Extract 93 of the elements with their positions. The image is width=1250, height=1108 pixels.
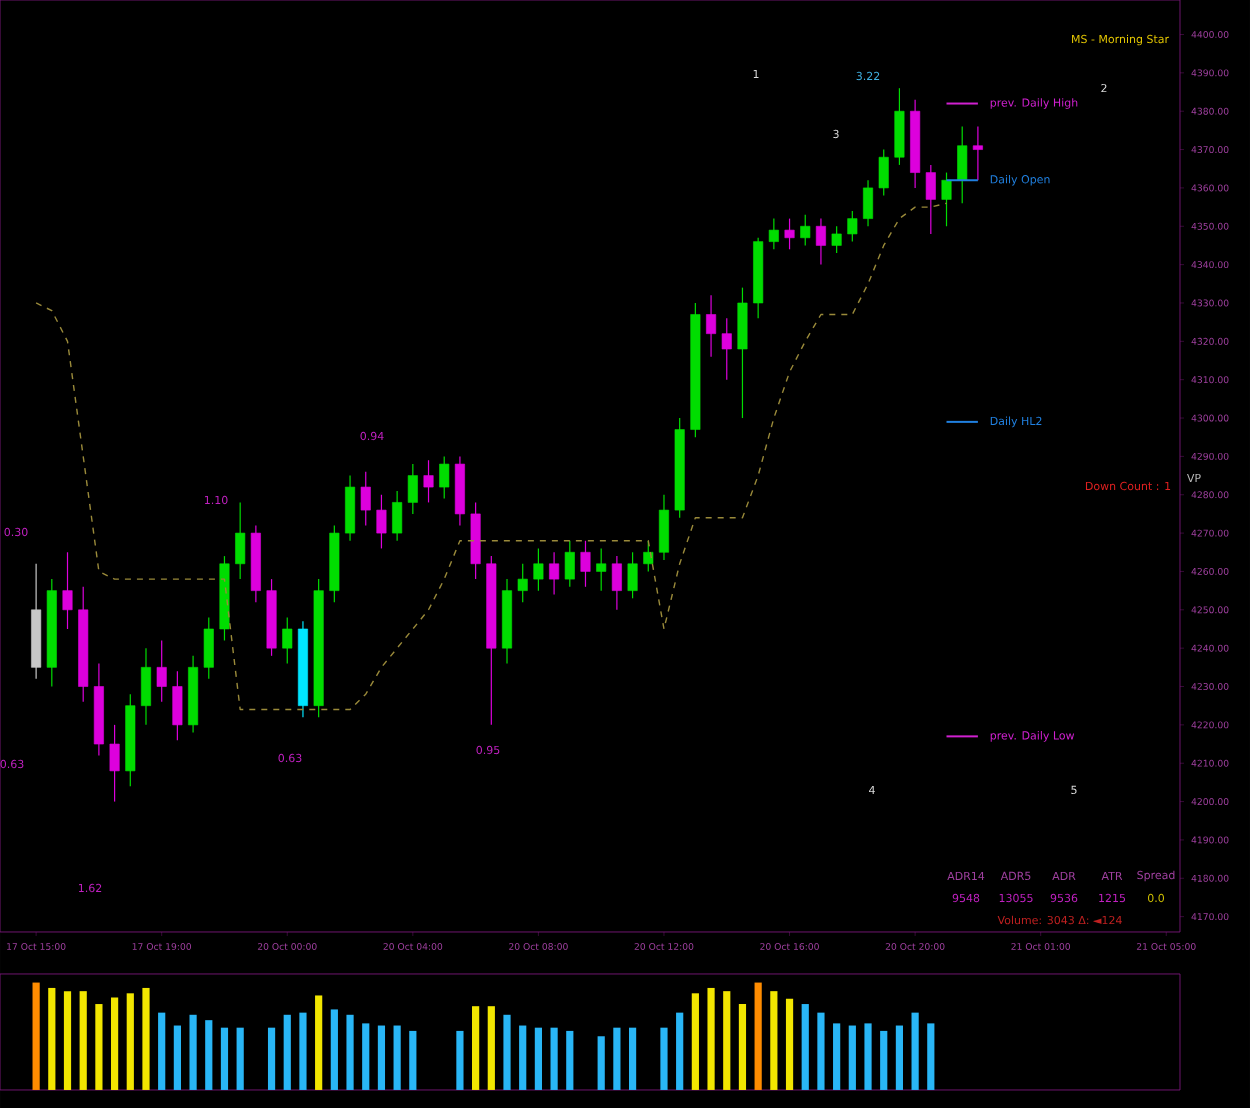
bar — [534, 1027, 542, 1090]
candlestick — [376, 494, 387, 550]
candlestick — [737, 287, 748, 419]
bar — [48, 987, 56, 1090]
candlestick — [439, 455, 450, 500]
candlestick — [172, 670, 183, 741]
candlestick — [721, 317, 732, 381]
bar — [723, 991, 731, 1090]
candlestick — [784, 218, 795, 250]
candlestick — [658, 494, 669, 561]
bar — [142, 987, 150, 1090]
bar — [880, 1030, 888, 1090]
candlestick — [203, 616, 214, 680]
bar — [566, 1030, 574, 1090]
bar — [550, 1027, 558, 1090]
bar — [173, 1025, 181, 1090]
bar — [158, 1012, 166, 1090]
candlestick — [235, 501, 246, 580]
bar — [597, 1036, 605, 1090]
candlestick — [360, 471, 371, 527]
bar — [220, 1027, 229, 1090]
bar — [189, 1014, 197, 1090]
bar — [283, 1014, 291, 1090]
candlestick — [517, 563, 528, 603]
candlestick — [596, 547, 607, 592]
bar — [503, 1014, 511, 1090]
bar — [628, 1027, 637, 1090]
candlestick — [549, 551, 560, 596]
bar — [393, 1025, 401, 1090]
bar — [848, 1025, 856, 1090]
candlestick — [345, 474, 356, 542]
bar — [472, 1006, 480, 1090]
bar — [817, 1012, 825, 1090]
bar — [63, 991, 72, 1090]
candlestick — [62, 551, 73, 630]
candlestick — [800, 214, 811, 247]
bar — [660, 1027, 668, 1090]
bar — [236, 1027, 244, 1090]
candlestick — [941, 171, 952, 227]
candlestick — [423, 459, 434, 504]
candlestick — [140, 647, 151, 726]
bar — [110, 997, 119, 1090]
bar — [754, 982, 762, 1090]
candlestick — [831, 225, 842, 254]
bar — [362, 1023, 370, 1090]
bar — [613, 1027, 621, 1090]
bar — [95, 1004, 103, 1090]
bar — [377, 1025, 386, 1090]
bar — [895, 1025, 904, 1090]
bar — [267, 1027, 276, 1090]
bar — [738, 1004, 747, 1090]
candlestick — [847, 210, 858, 243]
bar — [833, 1023, 841, 1090]
bar — [79, 991, 87, 1090]
bar — [785, 998, 794, 1090]
bar — [330, 1009, 338, 1090]
candlestick — [156, 639, 167, 703]
bar — [346, 1014, 354, 1090]
bar — [927, 1023, 935, 1090]
bar — [676, 1012, 684, 1090]
candlestick — [580, 540, 591, 588]
bar — [801, 1004, 809, 1090]
candlestick — [894, 87, 905, 166]
candlestick — [564, 540, 575, 588]
bar — [456, 1030, 464, 1090]
bar — [770, 991, 778, 1090]
bar — [707, 987, 715, 1090]
candlestick — [706, 294, 717, 358]
candlestick — [282, 616, 293, 665]
bar — [299, 1012, 307, 1090]
bar — [487, 1006, 495, 1090]
bar — [32, 982, 40, 1090]
candlestick — [533, 547, 544, 592]
bar — [691, 993, 699, 1090]
candlestick — [407, 463, 418, 515]
bar — [409, 1030, 417, 1090]
candlestick — [925, 164, 936, 235]
candlestick — [768, 218, 779, 250]
candlestick — [863, 179, 874, 227]
bar — [126, 993, 134, 1090]
bar — [864, 1023, 872, 1090]
candlestick — [957, 125, 968, 204]
candlestick — [611, 555, 622, 611]
candlestick — [972, 125, 983, 181]
candlestick — [627, 551, 638, 599]
candlestick — [392, 490, 403, 542]
bar — [205, 1020, 213, 1090]
candlestick — [109, 724, 120, 803]
candlestick — [815, 218, 826, 266]
bar — [519, 1025, 527, 1090]
candlestick — [878, 148, 889, 197]
bar — [911, 1012, 919, 1090]
bar — [315, 995, 323, 1090]
